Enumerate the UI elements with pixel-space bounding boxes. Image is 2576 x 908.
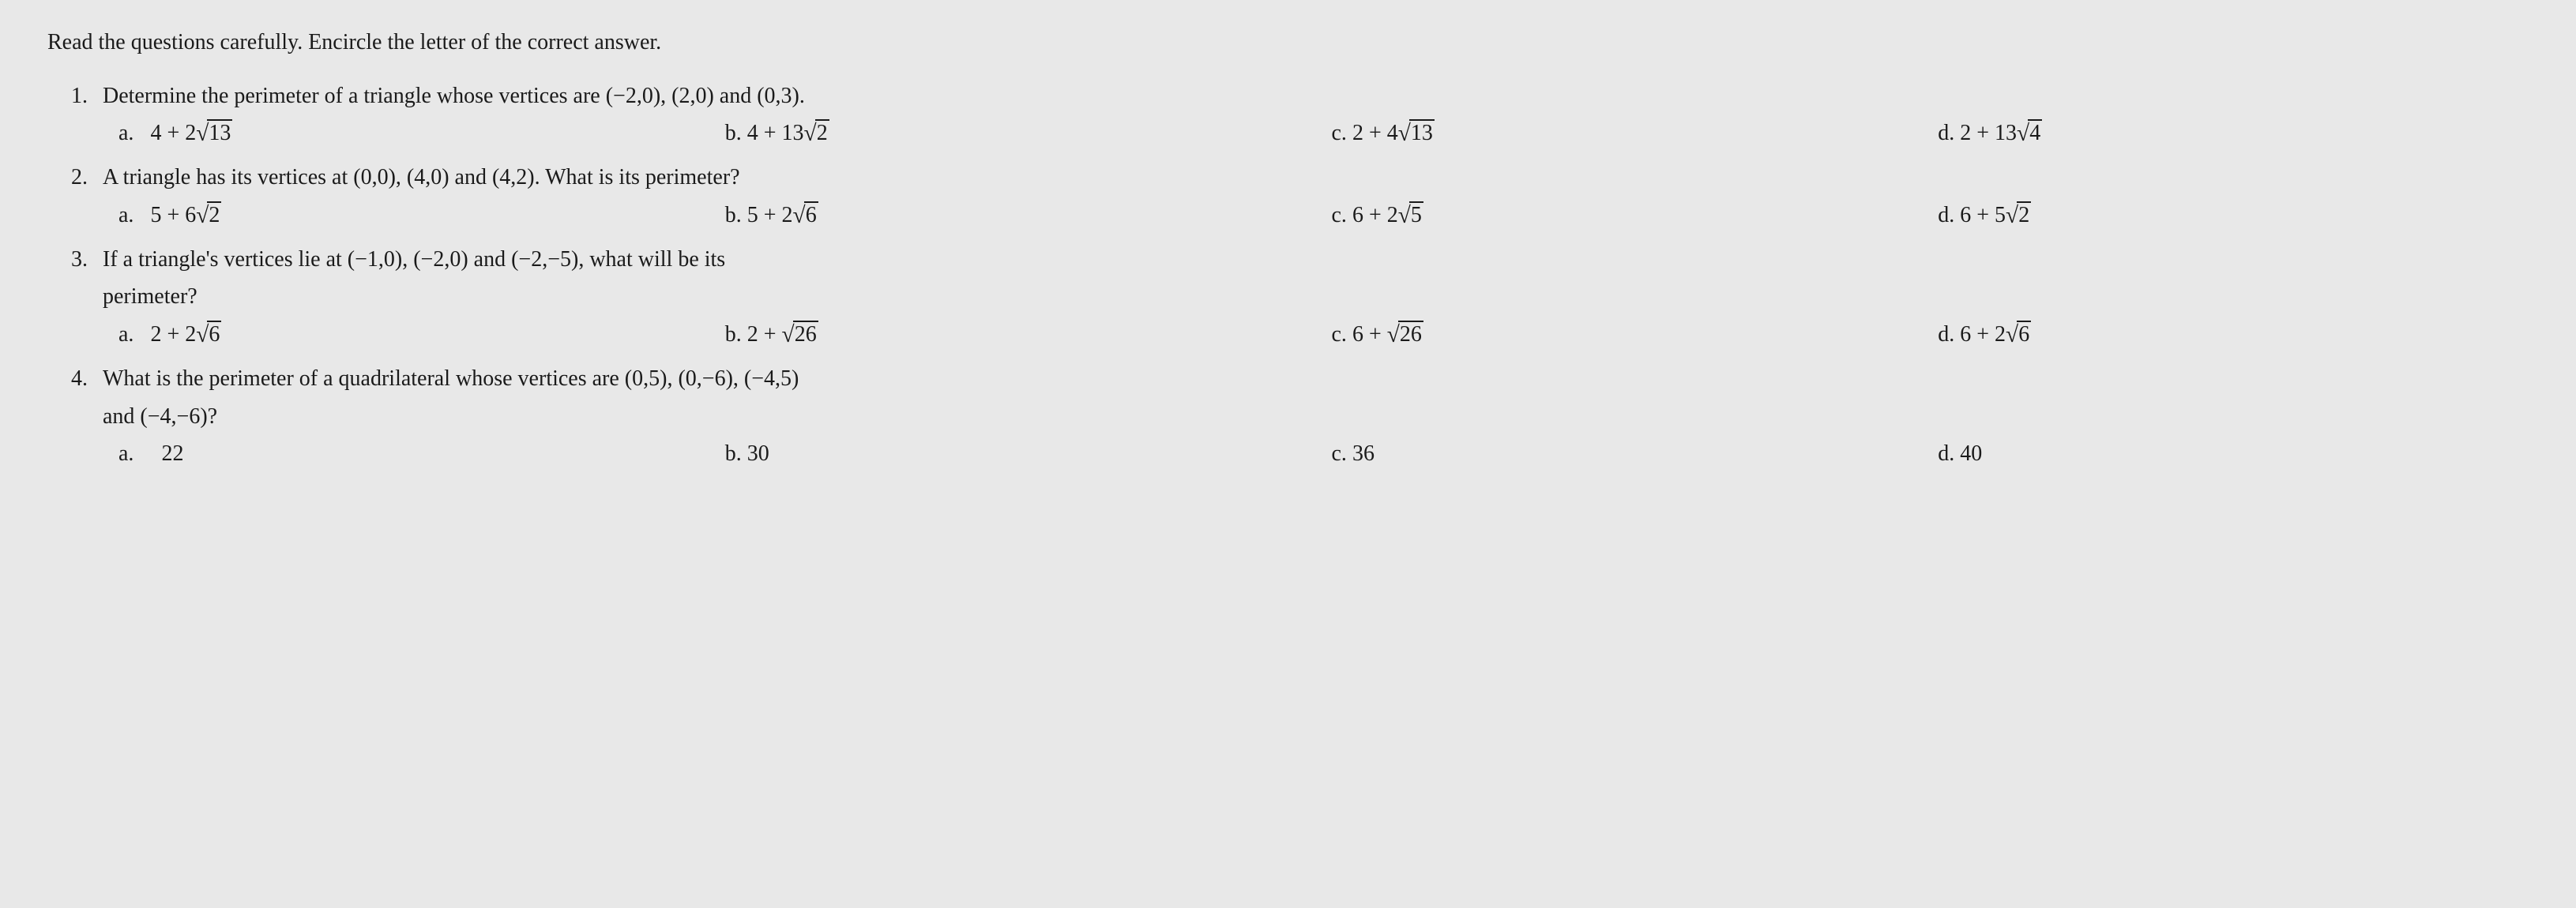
radicand: 13 — [207, 119, 232, 145]
choice-prefix: 4 + 2 — [150, 121, 196, 145]
choice-value: 40 — [1960, 441, 1982, 466]
choice-value: 30 — [747, 441, 769, 466]
question-1: 1. Determine the perimeter of a triangle… — [71, 77, 2529, 155]
sqrt-icon: √26 — [1387, 316, 1423, 355]
question-number: 2. — [71, 159, 103, 197]
choice-letter: c. — [1332, 322, 1347, 347]
choices-row: a. 5 + 6√2 b. 5 + 2√6 c. 6 + 2√5 d. 6 + … — [71, 197, 2529, 236]
choice-prefix: 6 + — [1352, 322, 1387, 347]
choice-prefix: 2 + 2 — [150, 322, 196, 347]
sqrt-icon: √26 — [782, 316, 818, 355]
sqrt-icon: √2 — [804, 114, 829, 154]
radicand: 2 — [2017, 201, 2031, 227]
choice-letter: a. — [118, 322, 134, 347]
choice-letter: d. — [1938, 203, 1954, 227]
choice-c: c. 6 + 2√5 — [1332, 197, 1923, 236]
choice-prefix: 2 + 13 — [1960, 121, 2017, 145]
radicand: 6 — [207, 321, 221, 347]
radicand: 5 — [1409, 201, 1423, 227]
sqrt-icon: √5 — [1398, 197, 1423, 236]
radicand: 13 — [1409, 119, 1435, 145]
choice-c: c. 36 — [1332, 435, 1923, 473]
question-number: 3. — [71, 241, 103, 279]
choice-d: d. 40 — [1938, 435, 2529, 473]
choice-letter: c. — [1332, 441, 1347, 466]
sqrt-icon: √4 — [2017, 114, 2042, 154]
question-text-cont: and (−4,−6)? — [103, 398, 2529, 436]
radicand: 2 — [815, 119, 829, 145]
choice-d: d. 6 + 5√2 — [1938, 197, 2529, 236]
radicand: 26 — [793, 321, 818, 347]
sqrt-icon: √6 — [793, 197, 818, 236]
choice-prefix: 2 + — [747, 322, 782, 347]
question-number: 4. — [71, 360, 103, 398]
choice-a: a. 2 + 2√6 — [118, 316, 709, 355]
radicand: 4 — [2028, 119, 2042, 145]
choice-value: 22 — [161, 441, 183, 466]
choice-value: 36 — [1352, 441, 1374, 466]
choice-letter: a. — [118, 203, 134, 227]
choice-letter: d. — [1938, 121, 1954, 145]
question-text: A triangle has its vertices at (0,0), (4… — [103, 159, 2529, 197]
choice-prefix: 4 + 13 — [747, 121, 804, 145]
choice-letter: a. — [118, 121, 134, 145]
radicand: 6 — [804, 201, 818, 227]
radicand: 2 — [207, 201, 221, 227]
choice-letter: b. — [725, 203, 742, 227]
choice-letter: b. — [725, 441, 742, 466]
choice-a: a. 4 + 2√13 — [118, 114, 709, 154]
question-text: Determine the perimeter of a triangle wh… — [103, 77, 2529, 115]
question-4: 4. What is the perimeter of a quadrilate… — [71, 360, 2529, 473]
choice-d: d. 2 + 13√4 — [1938, 114, 2529, 154]
radicand: 6 — [2017, 321, 2031, 347]
sqrt-icon: √2 — [2006, 197, 2031, 236]
choice-letter: d. — [1938, 322, 1954, 347]
question-3: 3. If a triangle's vertices lie at (−1,0… — [71, 241, 2529, 355]
choice-prefix: 5 + 6 — [150, 203, 196, 227]
choices-row: a. 4 + 2√13 b. 4 + 13√2 c. 2 + 4√13 d. 2… — [71, 114, 2529, 154]
choice-b: b. 2 + √26 — [725, 316, 1316, 355]
choice-letter: d. — [1938, 441, 1954, 466]
question-text: What is the perimeter of a quadrilateral… — [103, 360, 2529, 398]
choice-d: d. 6 + 2√6 — [1938, 316, 2529, 355]
question-2: 2. A triangle has its vertices at (0,0),… — [71, 159, 2529, 236]
sqrt-icon: √13 — [1398, 114, 1435, 154]
choice-b: b. 4 + 13√2 — [725, 114, 1316, 154]
question-number: 1. — [71, 77, 103, 115]
choice-prefix: 6 + 2 — [1352, 203, 1398, 227]
choice-a: a. 5 + 6√2 — [118, 197, 709, 236]
choices-row: a. 22 b. 30 c. 36 d. 40 — [71, 435, 2529, 473]
choices-row: a. 2 + 2√6 b. 2 + √26 c. 6 + √26 d. 6 + … — [71, 316, 2529, 355]
sqrt-icon: √13 — [196, 114, 232, 154]
choice-b: b. 5 + 2√6 — [725, 197, 1316, 236]
choice-prefix: 6 + 2 — [1960, 322, 2006, 347]
choice-letter: c. — [1332, 121, 1347, 145]
question-text: If a triangle's vertices lie at (−1,0), … — [103, 241, 2529, 279]
question-text-cont: perimeter? — [103, 278, 2529, 316]
choice-letter: a. — [118, 441, 134, 466]
choice-prefix: 5 + 2 — [747, 203, 793, 227]
radicand: 26 — [1398, 321, 1423, 347]
choice-letter: b. — [725, 322, 742, 347]
sqrt-icon: √2 — [196, 197, 221, 236]
sqrt-icon: √6 — [196, 316, 221, 355]
choice-a: a. 22 — [118, 435, 709, 473]
sqrt-icon: √6 — [2006, 316, 2031, 355]
choice-c: c. 2 + 4√13 — [1332, 114, 1923, 154]
choice-prefix: 2 + 4 — [1352, 121, 1398, 145]
choice-b: b. 30 — [725, 435, 1316, 473]
choice-c: c. 6 + √26 — [1332, 316, 1923, 355]
instruction-text: Read the questions carefully. Encircle t… — [47, 24, 2529, 62]
choice-letter: c. — [1332, 203, 1347, 227]
choice-prefix: 6 + 5 — [1960, 203, 2006, 227]
choice-letter: b. — [725, 121, 742, 145]
questions-list: 1. Determine the perimeter of a triangle… — [47, 77, 2529, 473]
